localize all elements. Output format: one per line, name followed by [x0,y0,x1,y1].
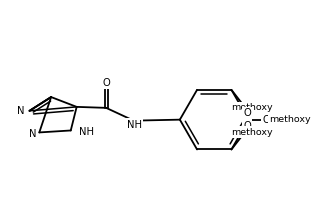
Text: O: O [102,78,110,88]
Text: NH: NH [127,120,142,130]
Text: O: O [263,115,270,125]
Text: NH: NH [78,127,94,137]
Text: methoxy: methoxy [269,115,311,124]
Text: N: N [29,129,36,139]
Text: N: N [17,106,24,116]
Text: O: O [243,121,251,131]
Text: methoxy: methoxy [231,128,273,137]
Text: O: O [243,108,251,118]
Text: methoxy: methoxy [231,103,273,112]
